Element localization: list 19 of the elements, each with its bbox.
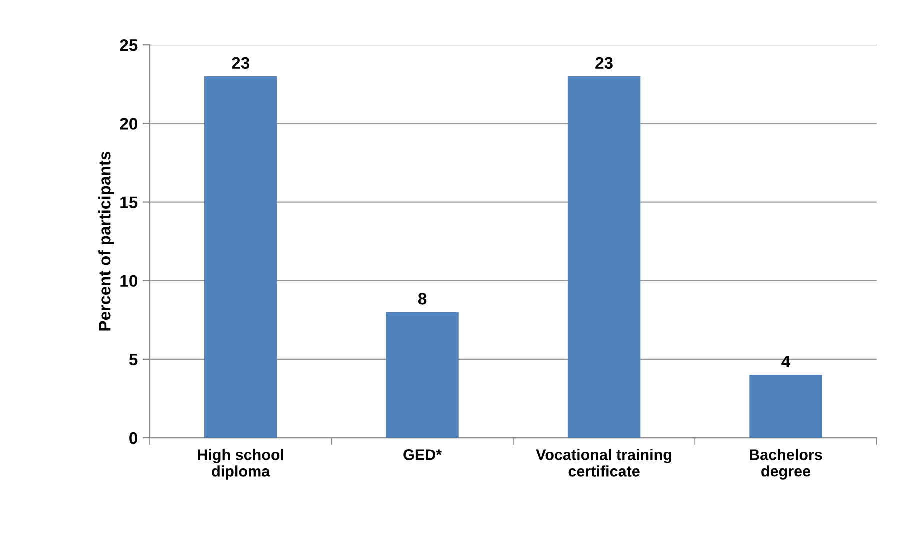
y-tick-label: 25 xyxy=(120,40,138,52)
data-label: 4 xyxy=(782,356,791,368)
bar xyxy=(386,312,459,438)
y-tick-label: 5 xyxy=(129,354,138,366)
y-tick-label: 15 xyxy=(120,196,138,208)
data-label: 23 xyxy=(232,57,250,70)
bar xyxy=(568,76,641,438)
y-axis-title: Percent of participants xyxy=(98,152,114,331)
bar xyxy=(750,375,822,438)
data-label: 8 xyxy=(418,293,427,305)
y-tick-label: 0 xyxy=(130,432,138,444)
x-tick-label: GED* xyxy=(404,450,442,460)
bar xyxy=(204,76,278,438)
y-tick-label: 20 xyxy=(120,118,138,130)
x-tick-label: Vocational training certificate xyxy=(536,449,672,477)
y-tick-label: 10 xyxy=(120,275,138,288)
data-label: 23 xyxy=(596,57,613,70)
x-tick-label: High school diploma xyxy=(198,449,284,480)
x-tick-label: Bachelors degree xyxy=(750,449,822,480)
